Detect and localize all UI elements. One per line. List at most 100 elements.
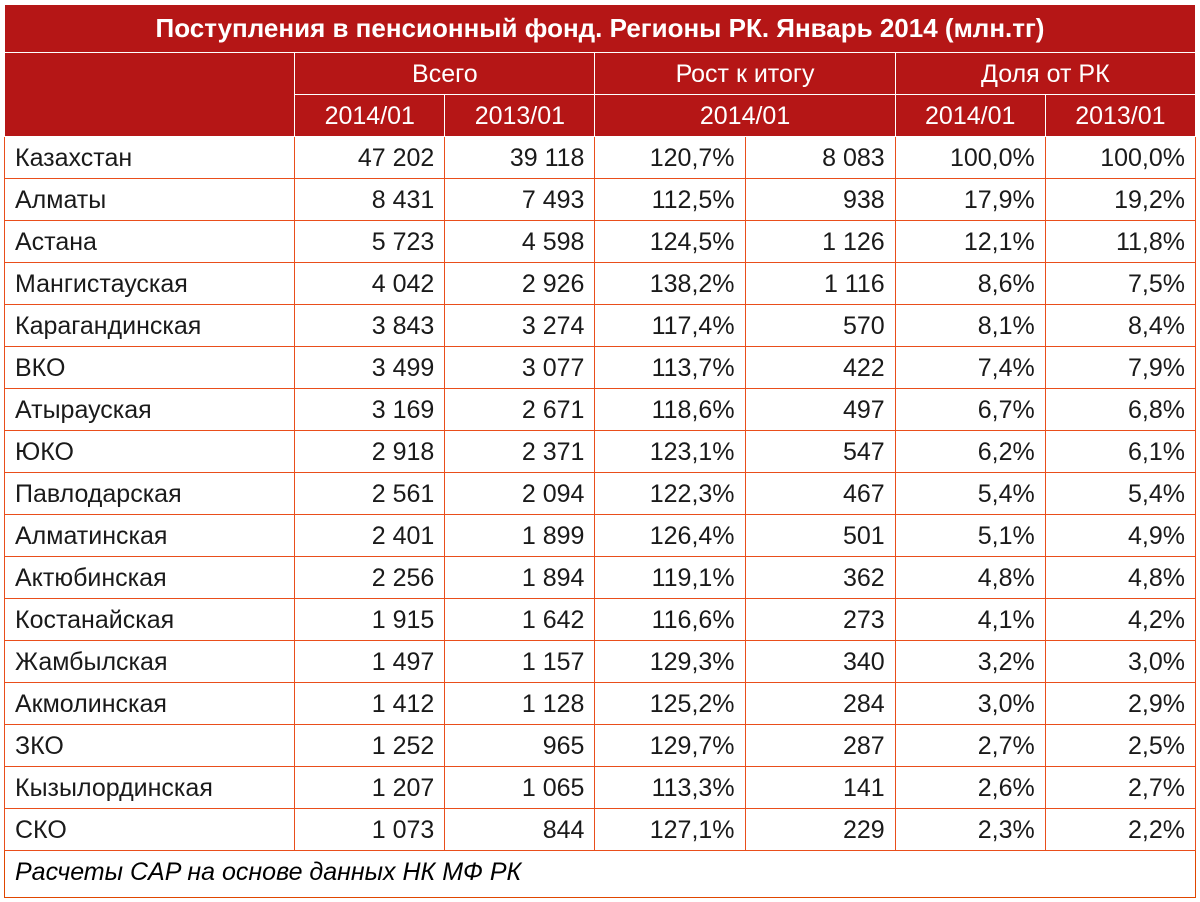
header-share-2013: 2013/01 bbox=[1045, 95, 1195, 137]
cell-region: Астана bbox=[5, 221, 295, 263]
cell-total-2014: 3 843 bbox=[295, 305, 445, 347]
cell-growth-pct: 124,5% bbox=[595, 221, 745, 263]
cell-share-2013: 7,9% bbox=[1045, 347, 1195, 389]
table-title: Поступления в пенсионный фонд. Регионы Р… bbox=[5, 5, 1196, 53]
header-region-blank bbox=[5, 53, 295, 137]
cell-share-2014: 8,6% bbox=[895, 263, 1045, 305]
cell-share-2013: 8,4% bbox=[1045, 305, 1195, 347]
cell-total-2014: 1 207 bbox=[295, 767, 445, 809]
cell-share-2014: 2,3% bbox=[895, 809, 1045, 851]
cell-total-2014: 2 256 bbox=[295, 557, 445, 599]
table-row: Карагандинская3 8433 274117,4%5708,1%8,4… bbox=[5, 305, 1196, 347]
cell-growth-abs: 287 bbox=[745, 725, 895, 767]
cell-growth-abs: 422 bbox=[745, 347, 895, 389]
table-row: ЗКО1 252965129,7%2872,7%2,5% bbox=[5, 725, 1196, 767]
cell-growth-pct: 120,7% bbox=[595, 137, 745, 179]
cell-growth-pct: 123,1% bbox=[595, 431, 745, 473]
cell-region: Мангистауская bbox=[5, 263, 295, 305]
cell-total-2014: 1 497 bbox=[295, 641, 445, 683]
cell-share-2014: 2,6% bbox=[895, 767, 1045, 809]
header-group-total: Всего bbox=[295, 53, 595, 95]
cell-growth-abs: 284 bbox=[745, 683, 895, 725]
cell-growth-abs: 8 083 bbox=[745, 137, 895, 179]
cell-total-2013: 2 671 bbox=[445, 389, 595, 431]
cell-growth-abs: 570 bbox=[745, 305, 895, 347]
cell-total-2013: 2 094 bbox=[445, 473, 595, 515]
cell-growth-abs: 501 bbox=[745, 515, 895, 557]
cell-share-2014: 3,2% bbox=[895, 641, 1045, 683]
cell-region: Алматинская bbox=[5, 515, 295, 557]
cell-total-2013: 1 065 bbox=[445, 767, 595, 809]
table-row: СКО1 073844127,1%2292,3%2,2% bbox=[5, 809, 1196, 851]
header-group-share: Доля от РК bbox=[895, 53, 1195, 95]
cell-growth-abs: 141 bbox=[745, 767, 895, 809]
table-row: Атырауская3 1692 671118,6%4976,7%6,8% bbox=[5, 389, 1196, 431]
cell-total-2013: 2 926 bbox=[445, 263, 595, 305]
cell-share-2014: 6,2% bbox=[895, 431, 1045, 473]
cell-share-2014: 3,0% bbox=[895, 683, 1045, 725]
table-row: ЮКО2 9182 371123,1%5476,2%6,1% bbox=[5, 431, 1196, 473]
header-growth-2014: 2014/01 bbox=[595, 95, 895, 137]
cell-total-2014: 2 561 bbox=[295, 473, 445, 515]
cell-share-2014: 12,1% bbox=[895, 221, 1045, 263]
cell-share-2014: 100,0% bbox=[895, 137, 1045, 179]
cell-growth-pct: 117,4% bbox=[595, 305, 745, 347]
cell-region: Павлодарская bbox=[5, 473, 295, 515]
cell-total-2013: 1 642 bbox=[445, 599, 595, 641]
table-header: Поступления в пенсионный фонд. Регионы Р… bbox=[5, 5, 1196, 137]
cell-share-2013: 7,5% bbox=[1045, 263, 1195, 305]
cell-growth-pct: 127,1% bbox=[595, 809, 745, 851]
cell-region: Жамбылская bbox=[5, 641, 295, 683]
cell-share-2013: 2,9% bbox=[1045, 683, 1195, 725]
cell-total-2013: 7 493 bbox=[445, 179, 595, 221]
cell-growth-pct: 122,3% bbox=[595, 473, 745, 515]
cell-growth-abs: 497 bbox=[745, 389, 895, 431]
cell-total-2013: 1 894 bbox=[445, 557, 595, 599]
cell-region: ЮКО bbox=[5, 431, 295, 473]
table-row: Кызылординская1 2071 065113,3%1412,6%2,7… bbox=[5, 767, 1196, 809]
cell-region: Алматы bbox=[5, 179, 295, 221]
cell-growth-pct: 119,1% bbox=[595, 557, 745, 599]
cell-share-2014: 6,7% bbox=[895, 389, 1045, 431]
pension-fund-table: Поступления в пенсионный фонд. Регионы Р… bbox=[4, 4, 1196, 898]
header-group-growth: Рост к итогу bbox=[595, 53, 895, 95]
cell-total-2013: 3 274 bbox=[445, 305, 595, 347]
table-row: Мангистауская4 0422 926138,2%1 1168,6%7,… bbox=[5, 263, 1196, 305]
header-total-2014: 2014/01 bbox=[295, 95, 445, 137]
cell-total-2014: 4 042 bbox=[295, 263, 445, 305]
cell-growth-pct: 126,4% bbox=[595, 515, 745, 557]
table-row: Жамбылская1 4971 157129,3%3403,2%3,0% bbox=[5, 641, 1196, 683]
cell-share-2014: 5,1% bbox=[895, 515, 1045, 557]
cell-growth-pct: 113,3% bbox=[595, 767, 745, 809]
cell-total-2013: 1 899 bbox=[445, 515, 595, 557]
table-row: Астана5 7234 598124,5%1 12612,1%11,8% bbox=[5, 221, 1196, 263]
cell-region: ВКО bbox=[5, 347, 295, 389]
cell-total-2014: 1 252 bbox=[295, 725, 445, 767]
cell-region: Карагандинская bbox=[5, 305, 295, 347]
cell-region: Казахстан bbox=[5, 137, 295, 179]
cell-region: СКО bbox=[5, 809, 295, 851]
cell-growth-abs: 273 bbox=[745, 599, 895, 641]
cell-total-2014: 1 073 bbox=[295, 809, 445, 851]
cell-share-2014: 5,4% bbox=[895, 473, 1045, 515]
cell-growth-pct: 113,7% bbox=[595, 347, 745, 389]
cell-total-2014: 47 202 bbox=[295, 137, 445, 179]
cell-region: Атырауская bbox=[5, 389, 295, 431]
cell-total-2014: 3 169 bbox=[295, 389, 445, 431]
header-total-2013: 2013/01 bbox=[445, 95, 595, 137]
cell-total-2013: 965 bbox=[445, 725, 595, 767]
cell-share-2014: 8,1% bbox=[895, 305, 1045, 347]
cell-share-2013: 2,7% bbox=[1045, 767, 1195, 809]
cell-total-2014: 5 723 bbox=[295, 221, 445, 263]
table-row: Акмолинская1 4121 128125,2%2843,0%2,9% bbox=[5, 683, 1196, 725]
cell-growth-pct: 138,2% bbox=[595, 263, 745, 305]
cell-total-2013: 3 077 bbox=[445, 347, 595, 389]
cell-total-2013: 4 598 bbox=[445, 221, 595, 263]
cell-share-2013: 2,5% bbox=[1045, 725, 1195, 767]
table-row: Актюбинская2 2561 894119,1%3624,8%4,8% bbox=[5, 557, 1196, 599]
cell-share-2013: 2,2% bbox=[1045, 809, 1195, 851]
cell-share-2013: 4,9% bbox=[1045, 515, 1195, 557]
cell-growth-abs: 938 bbox=[745, 179, 895, 221]
cell-share-2014: 7,4% bbox=[895, 347, 1045, 389]
table-footnote: Расчеты CAP на основе данных НК МФ РК bbox=[5, 851, 1196, 898]
